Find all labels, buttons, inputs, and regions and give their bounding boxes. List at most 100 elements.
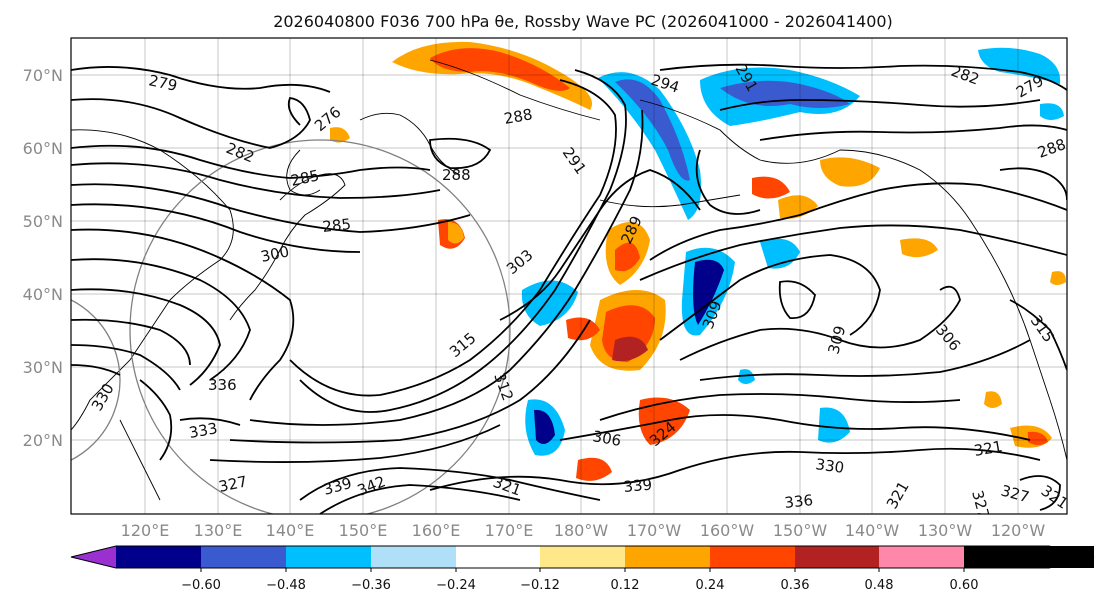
colorbar-segment [879,546,964,568]
contour-line [71,318,191,366]
contour-line [999,167,1067,201]
contour-line [429,137,492,170]
map-background [71,38,1067,514]
colorbar-tick-label: −0.60 [181,578,221,593]
anomaly-blob [430,48,570,91]
contour-line [1009,299,1067,371]
anomaly-blob [448,222,464,244]
anomaly-blob [330,127,350,143]
contour-line [699,339,1031,381]
lat-label: 20°N [23,431,63,450]
contour-line [229,319,591,444]
anomaly-blob [984,391,1002,408]
contour-line [695,149,761,215]
contour-label: 336 [208,376,237,394]
contour-label: 333 [188,419,219,442]
colorbar-segment [540,546,625,568]
lon-label: 140°E [266,521,315,540]
contour-line [499,169,701,321]
contour-line [71,66,331,93]
colorbar-segment [710,546,795,568]
anomaly-blob [978,47,1061,84]
contour-line [249,109,644,426]
colorbar-tick-label: 0.48 [865,578,894,593]
lat-label: 40°N [23,285,63,304]
contour-line [209,424,501,463]
contour-line [71,288,221,386]
colorbar-segment [795,546,879,568]
contour-line [429,447,1041,491]
contour-label: 288 [442,166,471,184]
anomaly-blob [534,409,555,444]
anomaly-blob [900,238,938,258]
latitude-labels: 70°N 60°N 50°N 40°N 30°N 20°N [23,66,63,450]
contour-line [71,97,311,149]
theta-e-contours [71,63,1067,514]
contour-line [299,467,601,501]
lon-label: 120°E [121,521,170,540]
philippines-coastline [119,419,161,501]
colorbar-segment [371,546,456,568]
anomaly-blob [615,242,640,272]
contour-line [71,364,121,376]
colorbar-segment [201,546,286,568]
coastlines [71,59,1067,501]
colorbar-segment [964,546,1094,568]
anomaly-blob [566,317,600,341]
colorbar-tick-label: 0.36 [781,578,810,593]
kamchatka-coastline [359,112,461,176]
contour-label: 285 [322,215,352,236]
contour-label: 330 [814,455,845,477]
contour-label: 300 [259,242,291,266]
lon-label: 170°E [485,521,534,540]
contour-line [649,182,1067,261]
figure-title: 2026040800 F036 700 hPa θe, Rossby Wave … [273,12,893,31]
contour-line [778,280,816,319]
contour-line [319,484,521,514]
sakhalin-coastline [286,149,321,196]
contour-line [71,258,251,381]
colorbar-tick-label: −0.36 [351,578,391,593]
contour-line [71,144,431,179]
lon-label: 160°E [412,521,461,540]
colorbar-segment [286,546,371,568]
anomaly-blob [720,80,850,108]
contour-line [639,224,1067,281]
colorbar-segment [116,546,201,568]
anomaly-blob [1040,103,1064,120]
colorbar-segment [456,546,540,568]
contour-label: 288 [503,105,534,128]
colorbar-tick-label: −0.12 [520,578,560,593]
lat-label: 60°N [23,139,63,158]
colorbar-segment [71,546,116,568]
colorbar-tick-label: 0.12 [611,578,640,593]
anomaly-blob [1028,431,1048,445]
contour-label: 339 [623,476,653,496]
colorbar-tick-label: 0.60 [950,578,979,593]
contour-line [559,414,1031,441]
contour-line [71,162,441,199]
contour-line [759,124,1067,141]
lon-label: 170°W [627,521,682,540]
lat-label: 30°N [23,358,63,377]
anomaly-blob [818,407,850,443]
anomaly-blob [820,157,880,187]
anomaly-blob [738,369,755,384]
aleutian-coastline [599,194,741,208]
lon-label: 120°W [991,521,1046,540]
lat-label: 70°N [23,66,63,85]
colorbar: −0.60 −0.48 −0.36 −0.24 −0.12 0.12 0.24 … [70,545,1095,593]
contour-line [71,203,361,253]
guide-circle [129,139,511,514]
lon-label: 150°W [773,521,828,540]
map-frame [70,37,1068,515]
contour-line [71,344,181,391]
contour-label: 327 [217,472,249,496]
lon-label: 160°W [700,521,755,540]
colorbar-segment [625,546,710,568]
colorbar-tick-label: −0.48 [266,578,306,593]
alaska-northamerica-coastline [639,99,1067,461]
contour-label: 306 [591,427,622,450]
anomaly-blob [752,176,790,199]
colorbar-outline [70,545,1095,569]
